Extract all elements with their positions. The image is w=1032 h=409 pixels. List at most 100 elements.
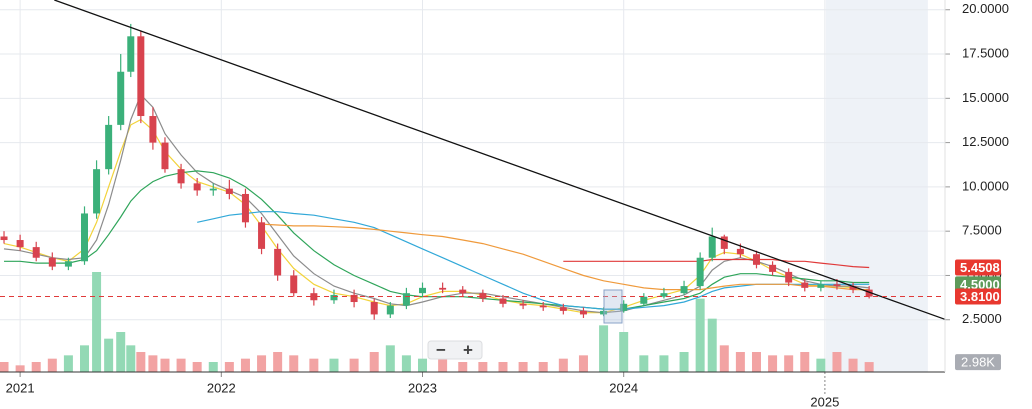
zoom-out-button[interactable]: − [436,340,446,359]
x-tick-label: 2021 [6,380,35,395]
volume-bar [784,355,794,372]
candle-body [801,282,809,288]
volume-bar [816,358,826,372]
y-tick-label: 2.5000 [962,311,1002,326]
volume-bar [707,318,717,372]
candle-body [274,248,282,276]
volume-bar [538,362,548,372]
candle-layer [0,23,873,320]
candle-body [241,193,249,223]
trendline [54,0,946,321]
volume-bar [848,358,858,372]
candle-body [539,305,547,308]
volume-bar [80,345,90,372]
candle-body [865,289,873,297]
volume-bar [104,338,114,372]
volume-label-box [955,354,1001,371]
candle-body [32,247,40,258]
candle-body [785,271,793,283]
background-layer [825,0,928,372]
indicator-layer [3,93,870,314]
candle-body [330,294,338,301]
volume-bar [385,345,395,372]
volume-bar [864,362,874,372]
volume-bar [176,358,186,372]
candle-body [579,310,587,315]
y-tick-label: 10.0000 [962,178,1009,193]
zoom-panel [427,340,483,360]
candle-body [137,36,145,117]
candle-body [559,307,567,311]
price-label: 4.5000 [960,277,1000,292]
candle-body [350,294,358,303]
volume-bar [558,358,568,372]
candle-body [64,261,72,267]
candle-body [48,257,56,267]
zoom-in-button[interactable]: + [463,340,473,359]
candle-body [161,142,169,170]
volume-bar [148,355,158,372]
volume-bar [832,352,842,372]
volume-bar [240,358,250,372]
volume-bar [224,362,234,372]
moving-average [261,223,870,291]
volume-bar [208,362,218,372]
candle-body [290,275,298,294]
moving-average [563,258,870,269]
volume-bar [273,352,283,372]
candle-body [459,289,467,294]
candle-body [499,298,507,304]
volume-bar [735,352,745,372]
volume-bar [369,352,379,372]
y-tick-label: 20.0000 [962,1,1009,16]
candle-body [419,287,427,294]
volume-bar [309,358,319,372]
candle-body [105,124,113,170]
y-tick-label: 17.5000 [962,45,1009,60]
candle-body [0,236,8,241]
volume-bar [659,355,669,372]
candle-body [177,169,185,184]
price-label: 5.4508 [960,260,1000,275]
volume-bar [518,362,528,372]
volume-layer [0,272,874,372]
candle-body [752,254,760,265]
volume-bar [599,325,609,372]
volume-bar [116,332,126,372]
candle-body [370,302,378,315]
volume-bar [136,352,146,372]
price-label-box [955,288,1001,305]
volume-bar [751,352,761,372]
volume-bar [719,345,729,372]
candle-body [193,183,201,191]
volume-bar [768,355,778,372]
volume-bar [126,345,136,372]
volume-bar [418,358,428,372]
volume-bar [15,365,25,372]
candle-body [736,248,744,255]
candle-body [849,286,857,290]
candle-body [769,264,777,272]
volume-bar [639,355,649,372]
candle-body [519,303,527,306]
volume-bar [0,362,9,372]
candle-body [833,284,841,287]
candle-body [402,293,410,306]
y-tick-label: 12.5000 [962,134,1009,149]
y-tick-label: 15.0000 [962,90,1009,105]
volume-bar [31,362,41,372]
volume-bar [695,298,705,372]
price-label-box [955,259,1001,276]
candle-body [439,287,447,290]
candle-body [620,303,628,311]
volume-bar [47,358,57,372]
x-tick-label: 2022 [207,380,236,395]
volume-bar [800,352,810,372]
volume-bar [192,362,202,372]
candle-body [720,236,728,249]
y-tick-label: 7.5000 [962,223,1002,238]
grid-layer [0,0,945,372]
volume-bar [160,358,170,372]
volume-bar [401,355,411,372]
candle-body [680,286,688,294]
